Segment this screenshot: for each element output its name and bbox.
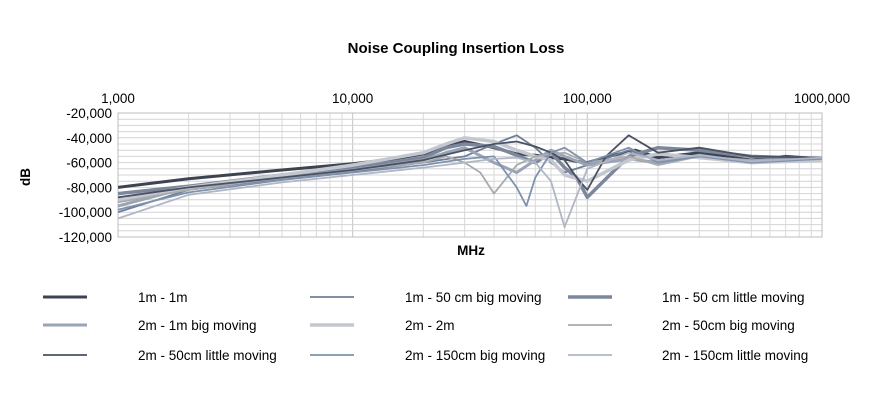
series-line-8 bbox=[118, 146, 822, 211]
legend-item: 1m - 50 cm little moving bbox=[568, 290, 805, 305]
x-tick-label: 1000,000 bbox=[794, 91, 850, 106]
legend-label: 1m - 50 cm little moving bbox=[662, 290, 805, 305]
legend-label: 2m - 50cm little moving bbox=[138, 348, 277, 363]
legend-item: 2m - 1m big moving bbox=[43, 318, 257, 333]
legend-label: 2m - 50cm big moving bbox=[662, 318, 795, 333]
y-tick-label: -60,000 bbox=[66, 156, 112, 171]
axes: 1,000 10,000 100,000 1000,000 -20,000 -40,000… bbox=[59, 91, 850, 245]
legend-item: 2m - 150cm big moving bbox=[310, 348, 545, 363]
legend-label: 2m - 2m bbox=[405, 318, 455, 333]
legend-label: 2m - 1m big moving bbox=[138, 318, 257, 333]
y-axis-title: dB bbox=[18, 168, 33, 186]
series-layer bbox=[118, 134, 822, 229]
legend-item: 1m - 50 cm big moving bbox=[310, 290, 542, 305]
y-tick-label: -40,000 bbox=[66, 131, 112, 146]
plot-frame bbox=[117, 112, 823, 238]
legend-label: 1m - 1m bbox=[138, 290, 188, 305]
series-line-2 bbox=[118, 134, 822, 214]
legend-item: 2m - 50cm little moving bbox=[43, 348, 277, 363]
legend-item: 2m - 50cm big moving bbox=[568, 318, 795, 333]
legend-label: 1m - 50 cm big moving bbox=[405, 290, 542, 305]
y-tick-label: -20,000 bbox=[66, 106, 112, 121]
x-tick-label: 100,000 bbox=[563, 91, 612, 106]
series-line-9 bbox=[118, 151, 822, 229]
x-axis-title: MHz bbox=[457, 243, 485, 258]
x-tick-label: 1,000 bbox=[101, 91, 135, 106]
legend: 1m - 1m 1m - 50 cm big moving 1m - 50 cm l… bbox=[43, 290, 808, 363]
x-tick-label: 10,000 bbox=[332, 91, 373, 106]
y-tick-label: -80,000 bbox=[66, 180, 112, 195]
legend-item: 2m - 2m bbox=[310, 318, 455, 333]
legend-label: 2m - 150cm little moving bbox=[662, 348, 808, 363]
y-tick-label: -100,000 bbox=[59, 205, 112, 220]
y-tick-label: -120,000 bbox=[59, 230, 112, 245]
legend-item: 1m - 1m bbox=[43, 290, 188, 305]
chart-title: Noise Coupling Insertion Loss bbox=[348, 40, 565, 57]
legend-label: 2m - 150cm big moving bbox=[405, 348, 545, 363]
legend-item: 2m - 150cm little moving bbox=[568, 348, 808, 363]
series-line-5 bbox=[118, 136, 822, 202]
